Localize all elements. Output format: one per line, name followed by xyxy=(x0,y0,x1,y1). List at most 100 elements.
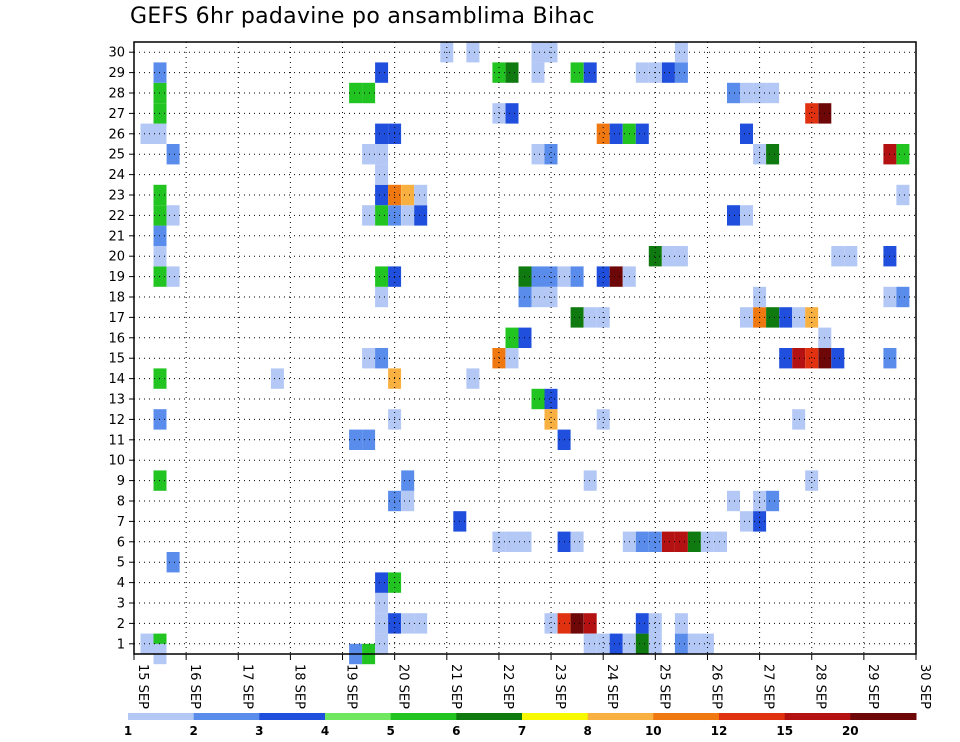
heatmap-cell xyxy=(505,62,519,83)
colorbar-swatch xyxy=(784,713,851,720)
heatmap-cell xyxy=(635,633,649,654)
y-tick-label: 1 xyxy=(117,637,125,652)
heatmap-cell xyxy=(700,633,714,654)
y-tick-label: 25 xyxy=(108,148,125,163)
heatmap-cell xyxy=(740,205,753,226)
heatmap-cell xyxy=(674,531,688,552)
heatmap-cell xyxy=(648,633,662,654)
x-tick-label: 29 SEP xyxy=(865,664,880,709)
x-tick-label: 23 SEP xyxy=(552,664,567,709)
heatmap-cell xyxy=(531,266,545,287)
heatmap-cell xyxy=(844,246,858,267)
heatmap-cell xyxy=(166,266,180,287)
heatmap-cell xyxy=(831,246,845,267)
heatmap-cell xyxy=(544,613,558,634)
y-tick-label: 27 xyxy=(108,107,125,122)
colorbar-label: 10 xyxy=(645,724,662,738)
x-tick-label: 18 SEP xyxy=(291,664,306,709)
x-tick-label: 22 SEP xyxy=(500,664,515,709)
y-tick-label: 15 xyxy=(108,352,125,367)
heatmap-cell xyxy=(805,103,819,124)
heatmap-cell xyxy=(531,286,545,308)
heatmap-cell xyxy=(570,266,584,287)
heatmap-cell xyxy=(531,144,545,165)
heatmap-cell xyxy=(674,613,688,634)
colorbar-label: 1 xyxy=(124,724,132,738)
y-tick-label: 6 xyxy=(117,535,125,550)
colorbar-swatch xyxy=(193,713,260,720)
heatmap-cell xyxy=(466,368,480,389)
x-tick-label: 20 SEP xyxy=(396,664,411,709)
y-tick-label: 18 xyxy=(108,291,125,306)
heatmap-cell xyxy=(792,348,806,369)
heatmap-cell xyxy=(727,82,740,104)
heatmap-cell xyxy=(596,633,610,654)
heatmap-cell xyxy=(674,42,688,63)
heatmap-cell xyxy=(583,470,597,491)
heatmap-cell xyxy=(648,531,662,552)
x-tick-label: 16 SEP xyxy=(187,664,202,709)
heatmap-cell xyxy=(466,42,480,63)
heatmap-cell xyxy=(570,531,584,552)
y-tick-label: 14 xyxy=(108,372,125,387)
heatmap-cell xyxy=(779,307,793,328)
x-tick-label: 28 SEP xyxy=(813,664,828,709)
heatmap-cell xyxy=(531,42,545,63)
heatmap-cell xyxy=(831,348,845,369)
colorbar-swatch xyxy=(259,713,326,720)
heatmap-cell xyxy=(362,82,376,104)
heatmap-cell xyxy=(661,62,675,83)
y-tick-label: 8 xyxy=(117,495,125,510)
colorbar-label: 8 xyxy=(584,724,592,738)
heatmap-cell xyxy=(792,307,806,328)
y-tick-label: 7 xyxy=(117,515,125,530)
x-tick-label: 30 SEP xyxy=(917,664,932,709)
heatmap-cell xyxy=(648,613,662,634)
colorbar-label: 20 xyxy=(842,724,859,738)
heatmap-cell xyxy=(375,266,389,287)
y-tick-label: 24 xyxy=(108,168,125,183)
heatmap-cell xyxy=(401,470,415,491)
colorbar-swatch xyxy=(325,713,392,720)
heatmap-cell xyxy=(727,205,740,226)
heatmap-cell xyxy=(414,205,428,226)
heatmap-cell xyxy=(596,266,610,287)
heatmap-cell xyxy=(375,613,389,634)
heatmap-cell xyxy=(674,633,688,654)
heatmap-cell xyxy=(375,62,389,83)
x-tick-label: 17 SEP xyxy=(239,664,254,709)
y-tick-label: 23 xyxy=(108,189,125,204)
heatmap-cell xyxy=(805,348,819,369)
heatmap-cell xyxy=(635,613,649,634)
y-tick-label: 30 xyxy=(108,46,125,61)
heatmap-cell xyxy=(401,205,415,226)
heatmap-cell xyxy=(492,531,506,552)
x-tick-label: 27 SEP xyxy=(761,664,776,709)
heatmap-cell xyxy=(375,633,389,654)
heatmap-cell xyxy=(270,368,284,389)
heatmap-cell xyxy=(700,531,714,552)
heatmap-cell xyxy=(505,348,519,369)
colorbar-label: 3 xyxy=(255,724,263,738)
heatmap-cell xyxy=(531,62,545,83)
y-tick-label: 21 xyxy=(108,229,125,244)
heatmap-cell xyxy=(505,103,519,124)
x-tick-label: 26 SEP xyxy=(708,664,723,709)
heatmap-cell xyxy=(544,409,558,430)
y-tick-label: 10 xyxy=(108,454,125,469)
colorbar-label: 12 xyxy=(711,724,728,738)
heatmap-cell xyxy=(140,123,154,144)
heatmap-cell xyxy=(896,144,910,165)
heatmap-cell xyxy=(570,307,584,328)
y-tick-label: 5 xyxy=(117,556,125,571)
heatmap-cell xyxy=(375,348,389,369)
heatmap-cell xyxy=(583,633,597,654)
x-tick-label: 19 SEP xyxy=(344,664,359,709)
y-tick-label: 4 xyxy=(117,576,125,591)
heatmap-cell xyxy=(609,123,623,144)
heatmap-cell xyxy=(375,592,389,614)
heatmap-cell xyxy=(583,613,597,634)
plot-frame xyxy=(133,41,917,655)
heatmap-cell xyxy=(362,429,376,450)
heatmap-cell xyxy=(596,409,610,430)
